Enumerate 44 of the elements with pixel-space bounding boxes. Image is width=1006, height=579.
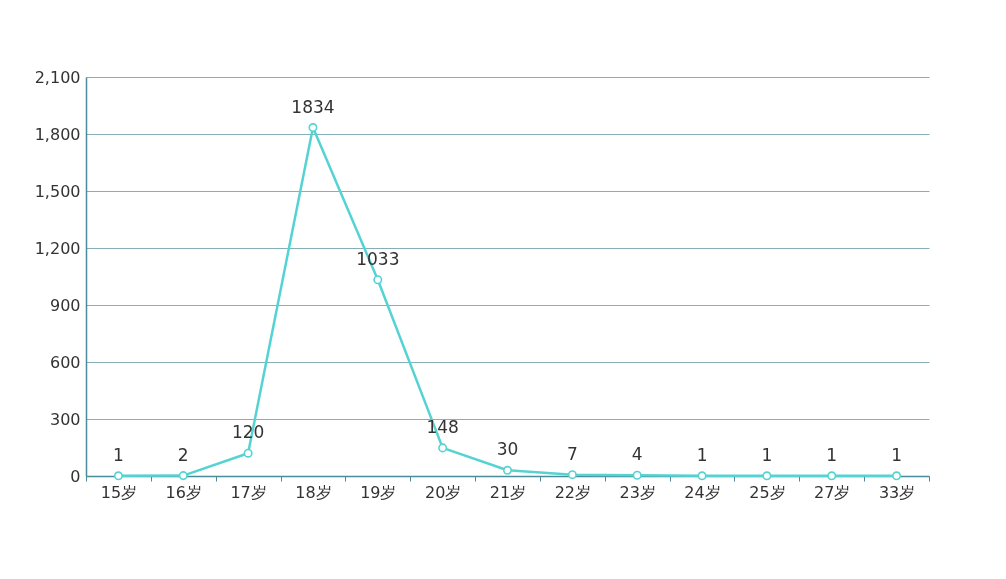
- x-tick-label: 16岁: [165, 482, 202, 502]
- x-tick-label: 21岁: [489, 482, 527, 502]
- data-label: 7: [566, 443, 578, 464]
- point: [827, 471, 837, 481]
- data-label: 2: [177, 444, 189, 465]
- point: [762, 471, 772, 481]
- data-label: 1: [761, 444, 773, 465]
- point: [308, 123, 318, 133]
- data-label: 1: [826, 444, 838, 465]
- data-label: 30: [496, 439, 519, 460]
- x-tick-label: 25岁: [749, 482, 786, 502]
- y-tick-label: 0: [70, 466, 81, 486]
- y-tick-label: 900: [49, 295, 81, 315]
- data-label: 1: [891, 444, 902, 465]
- x-tick-label: 20岁: [424, 482, 462, 502]
- x-tick-label: 22岁: [554, 482, 592, 502]
- y-tick-label: 300: [49, 409, 81, 429]
- point: [178, 471, 188, 481]
- point: [632, 470, 642, 480]
- point: [243, 448, 253, 458]
- data-label: 1834: [291, 96, 335, 117]
- y-tick-label: 600: [49, 352, 81, 372]
- point: [502, 465, 513, 475]
- point: [113, 471, 123, 481]
- point: [892, 471, 902, 481]
- x-tick-label: 23岁: [619, 482, 656, 502]
- point: [567, 470, 577, 480]
- x-tick-label: 15岁: [100, 482, 138, 502]
- point: [438, 443, 448, 453]
- y-tick-label: 1,200: [34, 238, 81, 258]
- point: [373, 275, 383, 285]
- point: [697, 471, 707, 481]
- x-tick-label: 18岁: [295, 482, 332, 502]
- data-label: 1: [113, 444, 124, 465]
- x-tick-label: 27岁: [814, 482, 851, 502]
- y-tick-label: 1,500: [34, 181, 81, 201]
- x-tick-label: 17岁: [230, 482, 267, 502]
- x-tick-label: 33岁: [878, 482, 916, 502]
- x-tick-label: 24岁: [684, 482, 721, 502]
- y-tick-label: 1,800: [34, 124, 81, 144]
- y-tick-label: 2,100: [34, 67, 81, 87]
- data-label: 4: [631, 444, 643, 465]
- data-label: 1: [696, 444, 708, 465]
- x-tick-label: 19岁: [360, 482, 397, 502]
